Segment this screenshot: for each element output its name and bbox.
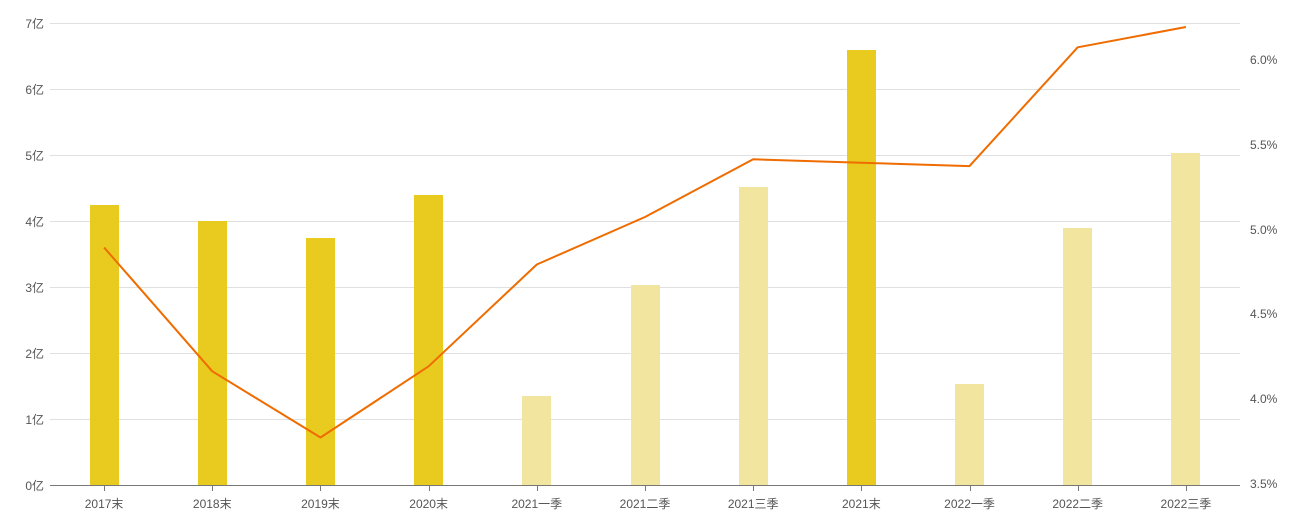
y-left-tick-label: 7亿 <box>25 15 44 32</box>
x-tick <box>645 485 646 491</box>
bar <box>90 205 119 485</box>
y-right-tick-label: 4.5% <box>1250 307 1277 321</box>
x-tick-label: 2021三季 <box>708 495 798 512</box>
x-tick-label: 2019末 <box>275 495 365 512</box>
x-tick <box>104 485 105 491</box>
bar <box>306 238 335 485</box>
x-tick-label: 2020末 <box>384 495 474 512</box>
x-tick <box>1186 485 1187 491</box>
y-left-tick-label: 3亿 <box>25 279 44 296</box>
y-left-tick-label: 0亿 <box>25 477 44 494</box>
bar <box>1171 153 1200 485</box>
bar <box>739 187 768 485</box>
x-tick-label: 2017末 <box>59 495 149 512</box>
y-left-tick-label: 6亿 <box>25 81 44 98</box>
x-tick <box>212 485 213 491</box>
x-tick <box>1078 485 1079 491</box>
x-tick <box>320 485 321 491</box>
x-tick-label: 2022二季 <box>1033 495 1123 512</box>
y-left-tick-label: 5亿 <box>25 147 44 164</box>
y-right-tick-label: 5.5% <box>1250 138 1277 152</box>
y-left-tick-label: 1亿 <box>25 411 44 428</box>
x-tick <box>861 485 862 491</box>
y-right-tick-label: 4.0% <box>1250 392 1277 406</box>
bar <box>1063 228 1092 485</box>
combo-bar-line-chart: 0亿 1亿 2亿 3亿 4亿 5亿 6亿 7亿 3.5% 4.0% 4.5% 5.0% 5.5% 6.0%… <box>0 0 1292 530</box>
y-left-tick-label: 2亿 <box>25 345 44 362</box>
x-tick-label: 2021一季 <box>492 495 582 512</box>
bar <box>847 50 876 485</box>
x-tick-label: 2022一季 <box>925 495 1015 512</box>
y-right-tick-label: 6.0% <box>1250 53 1277 67</box>
x-tick-label: 2018末 <box>167 495 257 512</box>
y-left-tick-label: 4亿 <box>25 213 44 230</box>
bar <box>414 195 443 485</box>
y-right-tick-label: 5.0% <box>1250 223 1277 237</box>
x-tick-label: 2021二季 <box>600 495 690 512</box>
x-tick-label: 2021末 <box>816 495 906 512</box>
x-tick <box>753 485 754 491</box>
x-tick-label: 2022三季 <box>1141 495 1231 512</box>
y-right-tick-label: 3.5% <box>1250 477 1277 491</box>
x-tick <box>429 485 430 491</box>
x-tick <box>970 485 971 491</box>
plot-area <box>50 10 1240 485</box>
bar <box>522 396 551 485</box>
x-tick <box>537 485 538 491</box>
bar <box>955 384 984 485</box>
bar <box>198 221 227 485</box>
bar <box>631 285 660 485</box>
